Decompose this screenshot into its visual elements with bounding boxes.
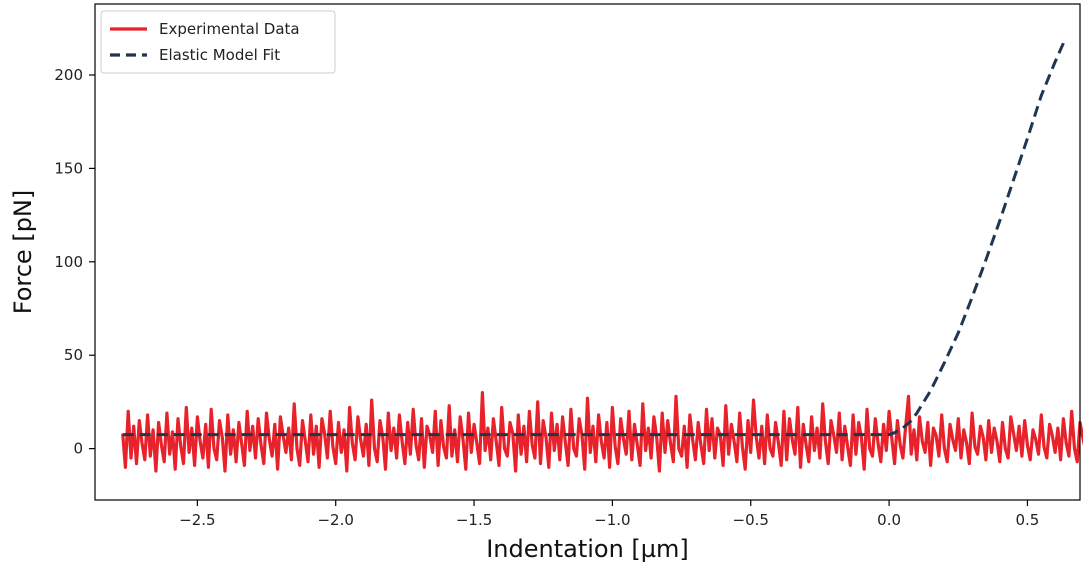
legend-box (100, 10, 336, 74)
x-tick-label: −2.0 (317, 511, 353, 529)
x-tick-label: −0.5 (733, 511, 769, 529)
y-tick-label: 50 (64, 346, 83, 364)
x-axis-label: Indentation [µm] (486, 535, 689, 563)
x-tick-label: −1.5 (456, 511, 492, 529)
legend-label-model-fit: Elastic Model Fit (159, 46, 280, 64)
x-tick-label: 0.0 (877, 511, 901, 529)
plot-frame (94, 3, 1081, 501)
series-layer (121, 42, 1083, 473)
x-tick-label: −1.0 (594, 511, 630, 529)
y-axis-label: Force [pN] (9, 190, 37, 314)
legend-label-experimental: Experimental Data (159, 20, 300, 38)
series-elastic-model-fit-line (122, 42, 1065, 437)
y-tick-label: 200 (54, 66, 83, 84)
x-tick-label: 0.5 (1016, 511, 1040, 529)
series-experimental-data-line (121, 391, 1083, 473)
y-tick-label: 150 (54, 159, 83, 177)
ticks-layer: −2.5 −2.0 −1.5 −1.0 −0.5 0.0 0.5 0 50 100 150 200 (54, 66, 1039, 529)
legend: Experimental Data Elastic Model Fit (100, 10, 336, 74)
y-tick-label: 0 (73, 440, 83, 458)
y-tick-label: 100 (54, 253, 83, 271)
x-tick-label: −2.5 (179, 511, 215, 529)
